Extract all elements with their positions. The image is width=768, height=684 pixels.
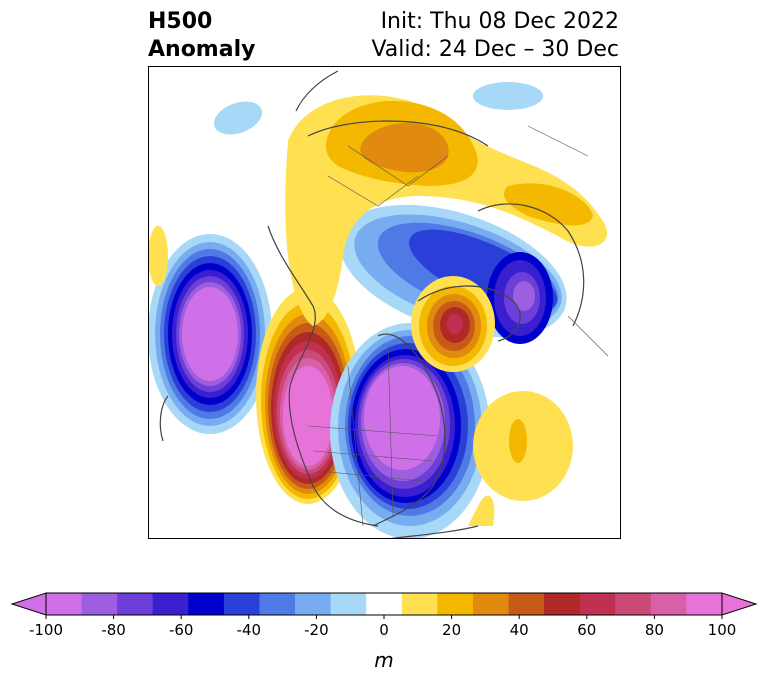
valid-range: Valid: 24 Dec – 30 Dec (371, 37, 619, 62)
colorbar-ticks: -100 -80 -60 -40 -20 0 20 40 60 80 100 (29, 615, 736, 639)
title-left: H500 Anomaly (148, 8, 255, 64)
colorbar-segment (437, 593, 474, 615)
colorbar-tick-label: 20 (442, 621, 461, 639)
colorbar-tick-label: -20 (304, 621, 329, 639)
colorbar-segment (152, 593, 189, 615)
title-right: Init: Thu 08 Dec 2022 Valid: 24 Dec – 30… (371, 8, 619, 64)
atlantic-ridge (468, 391, 573, 526)
title-variable: H500 (148, 9, 213, 34)
colorbar-segment (686, 593, 723, 615)
colorbar-tick-label: 80 (645, 621, 664, 639)
colorbar-segment (579, 593, 616, 615)
colorbar-segment (401, 593, 438, 615)
colorbar-tick-label: 60 (577, 621, 596, 639)
colorbar-tick-label: -40 (237, 621, 262, 639)
colorbar-segment (650, 593, 687, 615)
colorbar-tick-label: 0 (379, 621, 389, 639)
colorbar-segments (10, 592, 758, 616)
colorbar: -100 -80 -60 -40 -20 0 20 40 60 80 100 m (10, 592, 758, 672)
colorbar-tick-label: 40 (510, 621, 529, 639)
colorbar-segment (259, 593, 296, 615)
colorbar-segment (472, 593, 510, 615)
title-field: Anomaly (148, 37, 256, 62)
colorbar-extend-low (10, 592, 47, 616)
minor-anomalies (148, 82, 543, 286)
eastern-trough (330, 323, 490, 539)
west-coast-ridge (256, 288, 360, 504)
colorbar-segment (188, 593, 225, 615)
colorbar-extend-high (721, 592, 758, 616)
colorbar-segment (508, 593, 545, 615)
colorbar-segment (223, 593, 260, 615)
greenland-ridge (411, 276, 495, 372)
borders (307, 125, 609, 527)
colorbar-segment (544, 593, 581, 615)
colorbar-tick-label: 100 (708, 621, 737, 639)
colorbar-segment (81, 593, 118, 615)
colorbar-tick-label: -80 (101, 621, 126, 639)
gulf-of-alaska-low (148, 234, 272, 434)
map-frame (148, 66, 621, 539)
colorbar-tick-label: -100 (29, 621, 63, 639)
colorbar-segment (615, 593, 652, 615)
colorbar-tick-label: -60 (169, 621, 194, 639)
init-date: Init: Thu 08 Dec 2022 (380, 9, 619, 34)
colorbar-segment (330, 593, 367, 615)
anomaly-map (148, 66, 621, 539)
colorbar-unit-label: m (374, 648, 393, 672)
coastlines (159, 70, 585, 539)
colorbar-segment (46, 593, 83, 615)
colorbar-segment (117, 593, 154, 615)
colorbar-segment (366, 593, 403, 615)
colorbar-segment (295, 593, 332, 615)
